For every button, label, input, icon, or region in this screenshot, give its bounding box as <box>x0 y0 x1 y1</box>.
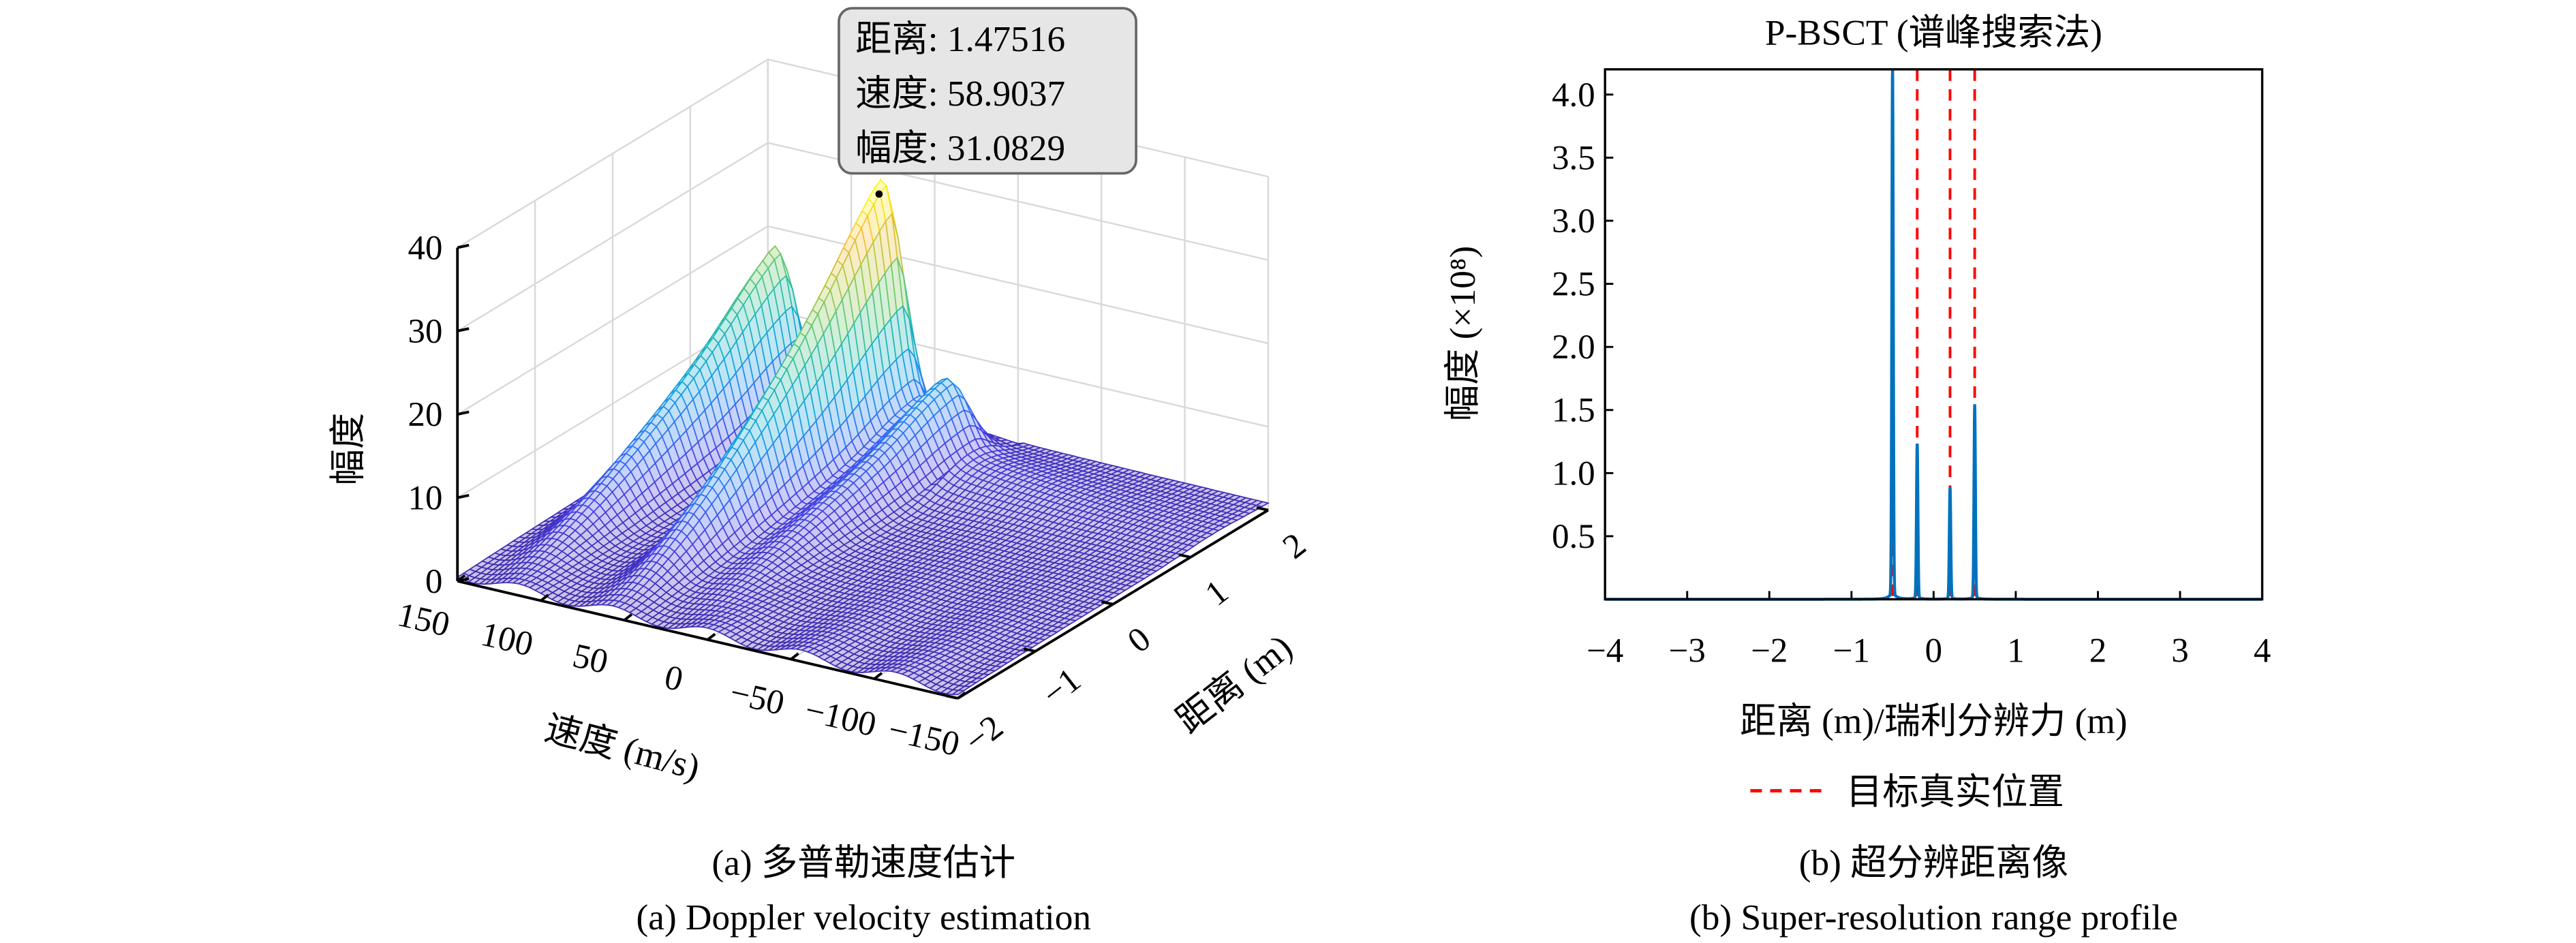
range-tick-label: −2 <box>957 708 1010 760</box>
z-tick <box>457 410 470 416</box>
range-tick <box>946 694 958 700</box>
z-tick-label: 10 <box>408 479 443 517</box>
chart-title: P-BSCT (谱峰搜索法) <box>1765 12 2102 52</box>
grid-line <box>457 59 769 249</box>
x-tick-label: 3 <box>2171 632 2188 670</box>
y-tick-label: 3.0 <box>1552 202 1595 241</box>
y-tick-label: 4.0 <box>1552 76 1595 114</box>
velocity-tick-label: 150 <box>394 596 453 645</box>
caption-b-zh: (b) 超分辨距离像 <box>1799 843 2068 883</box>
caption-b-en: (b) Super-resolution range profile <box>1689 897 2178 938</box>
x-tick-label: −2 <box>1751 632 1788 670</box>
y-tick-label: 2.5 <box>1552 266 1595 304</box>
range-tick <box>1256 506 1269 512</box>
range-tick-label: 2 <box>1276 526 1313 567</box>
y-tick-label: 1.0 <box>1552 454 1595 493</box>
x-tick-label: 1 <box>2007 632 2024 670</box>
datatip-range: 距离: 1.47516 <box>855 19 1065 59</box>
y-tick-label: 3.5 <box>1552 139 1595 177</box>
x-tick-label: −3 <box>1669 632 1706 670</box>
velocity-axis-label: 速度 (m/s) <box>540 708 704 788</box>
plot-area: −4 −3 −2 −1 0 1 2 3 4 0.5 1.0 1.5 2.0 2.5 3.0 3.5 4.0 <box>1552 68 2271 670</box>
x-tick-label: −4 <box>1586 632 1623 670</box>
y-tick-label: 2.0 <box>1552 328 1595 367</box>
range-tick <box>1178 553 1191 559</box>
surface-mesh <box>456 177 1270 696</box>
z-tick <box>457 493 470 499</box>
velocity-tick-label: 50 <box>569 636 611 681</box>
range-tick-label: 1 <box>1198 573 1236 614</box>
z-tick-label: 30 <box>408 313 443 351</box>
caption-a-zh: (a) 多普勒速度估计 <box>712 843 1016 883</box>
range-axis-label: 距离 (m) <box>1169 627 1300 741</box>
z-tick-label: 40 <box>408 229 443 267</box>
plot-background <box>1605 69 2263 600</box>
z-tick <box>457 327 470 333</box>
range-tick-label: 0 <box>1121 620 1159 661</box>
velocity-tick-label: 0 <box>661 658 686 699</box>
x-tick-label: 2 <box>2089 632 2106 670</box>
y-tick-label: 1.5 <box>1552 392 1595 430</box>
x-tick-label: −1 <box>1833 632 1870 670</box>
legend-label: 目标真实位置 <box>1846 772 2064 812</box>
z-axis-label: 幅度 <box>328 413 368 486</box>
velocity-tick-label: 100 <box>477 615 536 664</box>
z-tick-label: 0 <box>425 563 442 601</box>
x-tick-label: 4 <box>2254 632 2271 670</box>
grid-line <box>457 225 769 416</box>
velocity-tick-label: −100 <box>801 691 880 744</box>
legend: 目标真实位置 <box>1750 772 2064 812</box>
datatip-velocity: 速度: 58.9037 <box>855 74 1065 114</box>
datatip[interactable]: 距离: 1.47516 速度: 58.9037 幅度: 31.0829 <box>838 7 1137 175</box>
y-axis-label: 幅度 (×10⁸) <box>1443 246 1483 421</box>
range-tick-label: −1 <box>1035 661 1088 713</box>
y-tick-label: 0.5 <box>1552 518 1595 556</box>
velocity-tick-label: −150 <box>885 711 963 764</box>
datatip-marker <box>875 190 883 198</box>
z-tick-label: 20 <box>408 396 443 434</box>
z-tick <box>457 243 470 249</box>
grid-line <box>457 142 769 332</box>
caption-a-en: (a) Doppler velocity estimation <box>637 897 1092 938</box>
datatip-amplitude: 幅度: 31.0829 <box>855 128 1065 168</box>
range-profile-plot: P-BSCT (谱峰搜索法) −4 −3 −2 −1 0 1 2 3 4 0.5 1.0 1.5 2.0… <box>1443 12 2271 812</box>
velocity-tick-label: −50 <box>726 673 788 722</box>
x-tick-label: 0 <box>1925 632 1942 670</box>
x-axis-label: 距离 (m)/瑞利分辨力 (m) <box>1740 701 2127 741</box>
